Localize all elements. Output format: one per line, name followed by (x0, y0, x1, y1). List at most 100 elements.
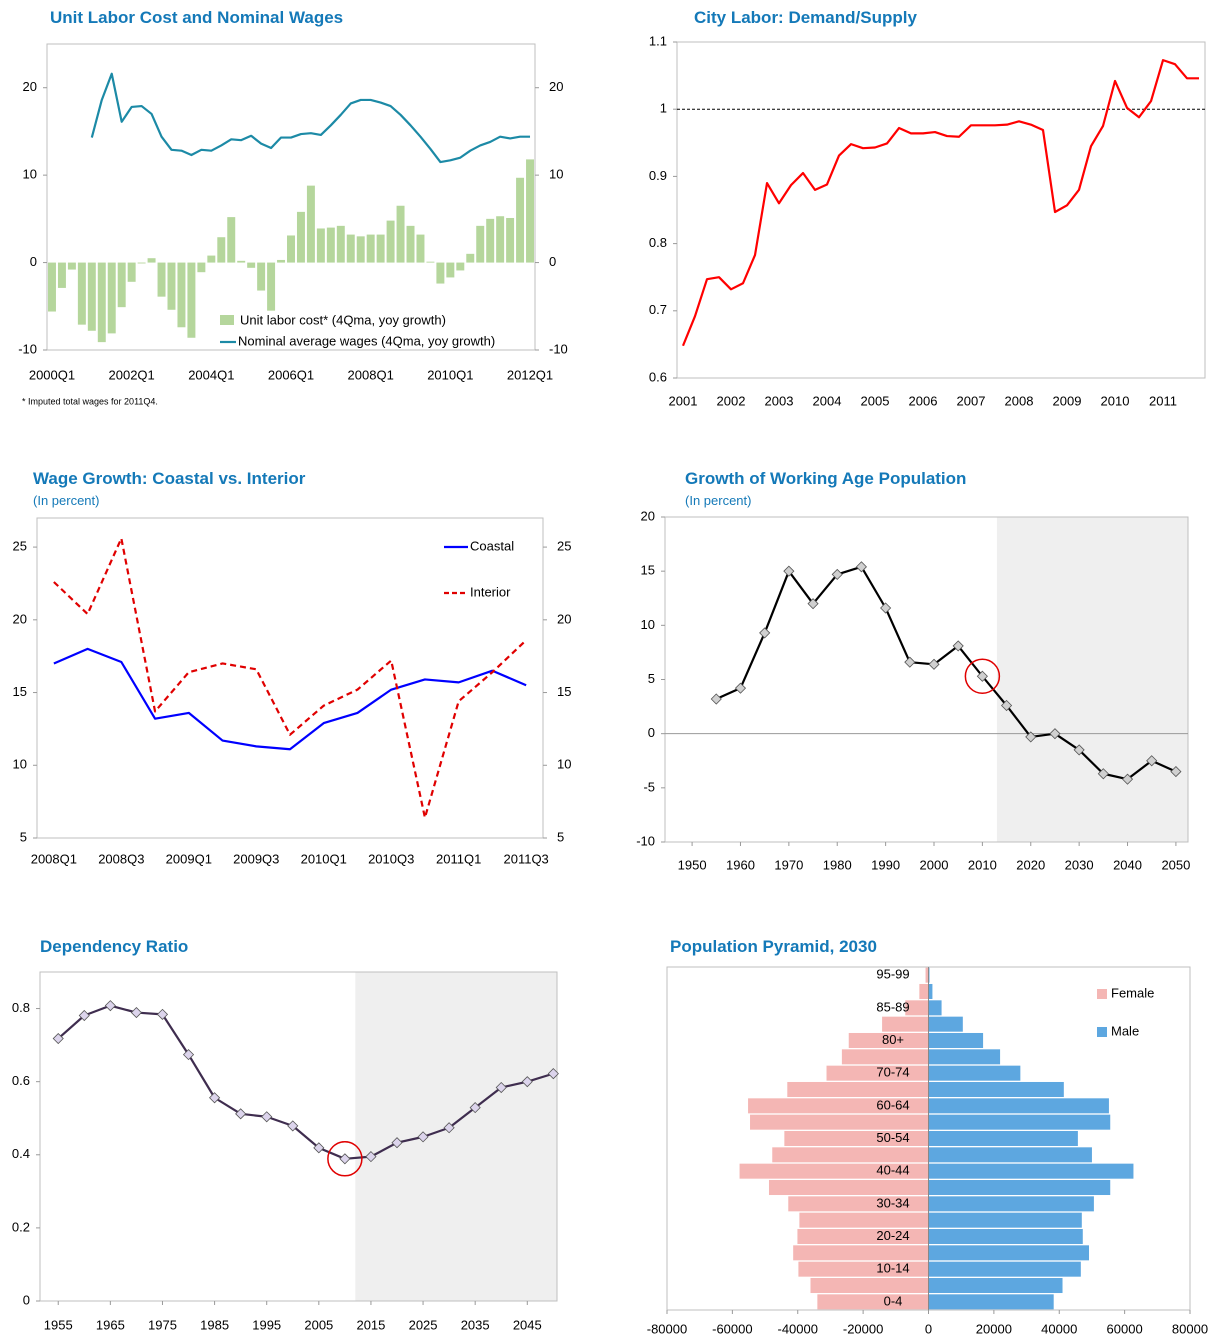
marker (235, 1108, 247, 1120)
marker (52, 1032, 64, 1045)
bar (784, 1130, 929, 1147)
x-tick-label: -20000 (843, 1321, 883, 1336)
y-tick-label: 0.7 (649, 302, 667, 317)
legend-label: Female (1111, 985, 1154, 1000)
y-tick-label: 0.8 (649, 235, 667, 250)
marker (831, 568, 843, 580)
category-label: 80+ (882, 1032, 904, 1047)
bar (798, 1261, 929, 1277)
bar (928, 983, 933, 1000)
marker (952, 640, 964, 652)
bar (396, 205, 405, 263)
bar (147, 258, 156, 263)
bar (77, 262, 86, 325)
plot-frame (46, 43, 536, 351)
legend-swatch (1097, 989, 1107, 999)
bar (376, 234, 385, 263)
marker (1121, 773, 1134, 785)
x-tick-label: 20000 (976, 1321, 1012, 1336)
bar (496, 216, 505, 263)
x-tick-label: 2010Q3 (368, 851, 414, 866)
marker (156, 1008, 169, 1020)
y-tick-label: 0.6 (12, 1073, 30, 1088)
x-tick-label: 2008 (1005, 393, 1034, 408)
x-tick-label: 40000 (1041, 1321, 1077, 1336)
x-tick-label: 2012Q1 (507, 367, 553, 382)
x-tick-label: 2006Q1 (268, 367, 314, 382)
y-tick-label: 0.2 (12, 1219, 30, 1234)
chart-title: Population Pyramid, 2030 (670, 937, 877, 956)
x-tick-label: 2004 (813, 393, 842, 408)
marker (1001, 699, 1013, 712)
x-tick-label: 1985 (200, 1317, 229, 1332)
marker (807, 598, 819, 610)
bar (506, 217, 515, 263)
x-tick-label: 2002Q1 (109, 367, 155, 382)
x-tick-label: 2009Q1 (166, 851, 212, 866)
bar (739, 1163, 929, 1179)
bar (905, 1000, 929, 1016)
bar (748, 1098, 929, 1114)
bar (928, 1147, 1092, 1163)
x-tick-label: 1965 (96, 1317, 125, 1332)
bar (287, 235, 295, 263)
bar (117, 262, 126, 308)
bar (797, 1228, 929, 1245)
bar (928, 1081, 1064, 1098)
x-tick-label: 1975 (148, 1317, 177, 1332)
y-tick-label: 0 (648, 725, 655, 740)
x-tick-label: -60000 (712, 1321, 752, 1336)
series-line (90, 72, 531, 164)
legend-label: Coastal (470, 538, 514, 553)
y-tick-label: 1.1 (649, 33, 667, 48)
x-tick-label: 60000 (1107, 1321, 1143, 1336)
bar (793, 1245, 929, 1261)
y2-tick-label: 10 (549, 167, 563, 182)
marker (521, 1076, 533, 1088)
x-tick-label: 2008Q1 (348, 367, 394, 382)
x-tick-label: 1955 (44, 1317, 73, 1332)
x-tick-label: 2009Q3 (233, 851, 279, 866)
x-tick-label: -80000 (647, 1321, 687, 1336)
bar (227, 217, 236, 263)
marker (734, 682, 747, 694)
x-tick-label: 2011 (1149, 393, 1177, 408)
y-tick-label: 1 (660, 101, 667, 116)
category-label: 0-4 (884, 1293, 903, 1308)
category-label: 20-24 (876, 1228, 909, 1243)
bar (486, 218, 495, 263)
bar (928, 1261, 1081, 1277)
x-tick-label: 1995 (252, 1317, 281, 1332)
x-tick-label: 2005 (304, 1317, 333, 1332)
y-tick-label: 20 (23, 79, 37, 94)
y-tick-label: 0.6 (649, 369, 667, 384)
marker (547, 1068, 559, 1080)
bar (107, 262, 116, 334)
bar (406, 225, 415, 263)
bar (336, 225, 345, 263)
highlight-circle (327, 1141, 363, 1177)
series-line (53, 647, 527, 751)
marker (417, 1131, 429, 1143)
bar (919, 983, 929, 1000)
bar (416, 234, 425, 263)
marker (130, 1007, 142, 1019)
bar (928, 1228, 1083, 1245)
marker (880, 602, 892, 614)
bar (167, 262, 176, 310)
bar (277, 259, 286, 263)
y-tick-label: 10 (641, 617, 655, 632)
bar (928, 1245, 1089, 1261)
bar (137, 262, 146, 264)
marker (391, 1137, 403, 1149)
chart-title: Unit Labor Cost and Nominal Wages (50, 8, 343, 27)
forecast-shade (996, 517, 1188, 842)
series-line (53, 537, 527, 819)
bar (928, 1016, 963, 1032)
plot-frame (676, 41, 1206, 379)
bar (768, 1179, 929, 1196)
bar (928, 1212, 1082, 1228)
category-label: 60-64 (876, 1097, 909, 1112)
y2-tick-label: 10 (557, 757, 571, 772)
chart-subtitle: (In percent) (685, 493, 751, 508)
